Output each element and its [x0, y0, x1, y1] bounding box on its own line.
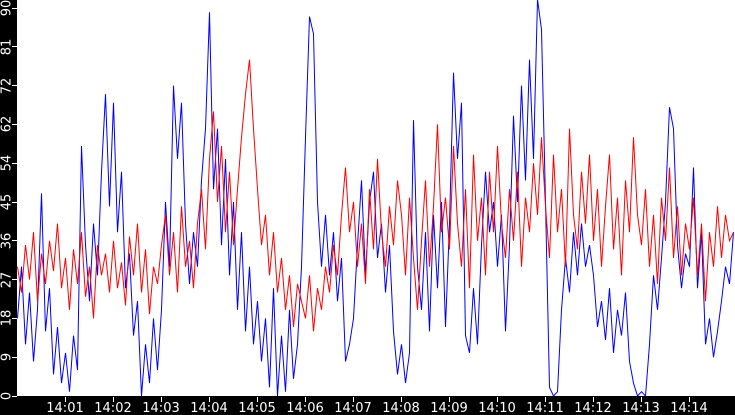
- x-axis-tick: [401, 397, 402, 402]
- x-tick-label: 14:05: [238, 401, 276, 415]
- x-axis-band: [0, 396, 735, 415]
- y-tick-label: 36: [0, 232, 15, 250]
- y-axis-band: [0, 0, 17, 415]
- x-axis-tick: [593, 397, 594, 402]
- y-axis-tick: [12, 279, 17, 281]
- y-tick-label: 62: [0, 116, 15, 133]
- x-tick-label: 14:08: [382, 401, 420, 415]
- y-tick-label: 9: [0, 353, 15, 362]
- y-tick-label: 90: [0, 0, 15, 17]
- y-tick-label: 54: [0, 154, 15, 172]
- x-axis-tick: [449, 397, 450, 402]
- x-tick-label: 14:12: [574, 401, 612, 415]
- x-tick-label: 14:07: [334, 401, 372, 415]
- x-tick-label: 14:04: [190, 401, 228, 415]
- x-tick-label: 14:13: [622, 401, 660, 415]
- x-tick-label: 14:09: [430, 401, 468, 415]
- x-tick-label: 14:02: [94, 401, 132, 415]
- x-tick-label: 14:11: [526, 401, 564, 415]
- timeseries-plot: [17, 0, 734, 396]
- y-tick-label: 18: [0, 310, 15, 327]
- x-axis-tick: [305, 397, 306, 402]
- y-axis-tick: [12, 201, 17, 203]
- y-axis-tick: [12, 317, 17, 319]
- x-axis-tick: [161, 397, 162, 402]
- x-axis-tick: [497, 397, 498, 402]
- x-axis-tick: [641, 397, 642, 402]
- y-axis-tick: [12, 395, 17, 397]
- y-axis-tick: [12, 123, 17, 125]
- x-tick-label: 14:14: [670, 401, 708, 415]
- x-tick-label: 14:01: [46, 401, 84, 415]
- x-axis-tick: [545, 397, 546, 402]
- x-axis-tick: [689, 397, 690, 402]
- y-axis-tick: [12, 7, 17, 9]
- y-tick-label: 72: [0, 77, 15, 94]
- y-axis-tick: [12, 162, 17, 164]
- x-axis-tick: [257, 397, 258, 402]
- y-tick-label: 27: [0, 271, 15, 288]
- series-line-red: [17, 59, 734, 332]
- y-axis-tick: [12, 240, 17, 242]
- y-axis-tick: [12, 85, 17, 87]
- y-axis-tick: [12, 356, 17, 358]
- x-axis-tick: [353, 397, 354, 402]
- x-tick-label: 14:03: [142, 401, 180, 415]
- x-axis-tick: [209, 397, 210, 402]
- x-axis-tick: [65, 397, 66, 402]
- y-tick-label: 45: [0, 193, 15, 211]
- x-tick-label: 14:10: [478, 401, 516, 415]
- y-tick-label: 81: [0, 38, 15, 56]
- y-tick-label: 0: [0, 391, 15, 401]
- x-axis-tick: [113, 397, 114, 402]
- x-tick-label: 14:06: [286, 401, 324, 415]
- y-axis-tick: [12, 46, 17, 48]
